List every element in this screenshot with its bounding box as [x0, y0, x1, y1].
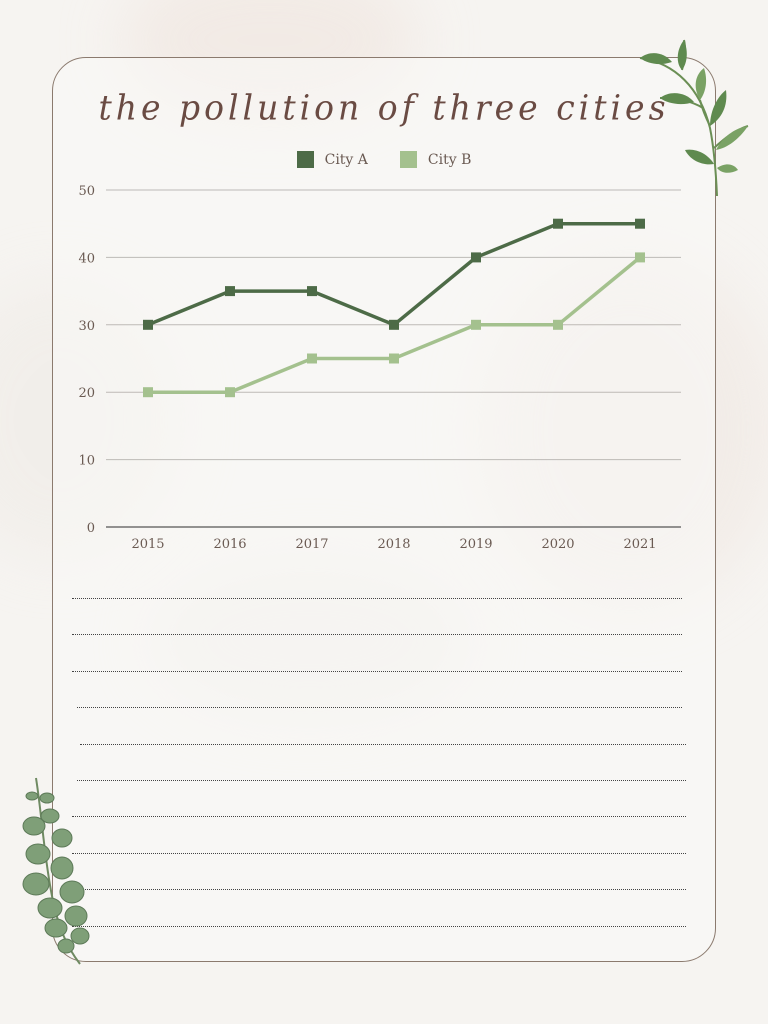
- x-tick-label: 2021: [623, 537, 656, 552]
- y-tick-label: 0: [87, 521, 95, 536]
- writing-line: [77, 707, 682, 709]
- legend-label-city-b: City B: [427, 151, 472, 168]
- line-chart: 0 10 20 30 40 50 2015 2016 2017 2018 2019 2020 2021: [78, 184, 681, 552]
- chart-title: the pollution of three cities: [98, 87, 670, 128]
- writing-line: [72, 925, 686, 927]
- data-point-city-a: [389, 319, 399, 330]
- data-point-city-a: [143, 319, 153, 330]
- y-tick-label: 30: [78, 319, 95, 334]
- data-point-city-a: [307, 286, 317, 297]
- data-point-city-b: [635, 252, 645, 263]
- data-point-city-a: [471, 252, 481, 263]
- x-tick-label: 2015: [131, 537, 164, 552]
- eucalyptus-branch-bottom-left-icon: [22, 777, 90, 965]
- x-tick-label: 2020: [541, 537, 574, 552]
- data-point-city-a: [635, 218, 645, 229]
- data-point-city-a: [553, 218, 563, 229]
- writing-line: [77, 780, 686, 781]
- data-point-city-b: [225, 387, 235, 398]
- legend-swatch-city-b: [399, 151, 417, 168]
- page-card: [52, 57, 716, 962]
- y-tick-label: 10: [78, 454, 95, 469]
- leaf-branch-top-right-icon: [639, 39, 749, 197]
- chart-legend: City A City B: [0, 151, 768, 168]
- data-point-city-b: [389, 353, 399, 364]
- writing-line: [72, 634, 682, 636]
- writing-line: [72, 889, 686, 891]
- legend-item-city-b: City B: [399, 151, 472, 168]
- legend-label-city-a: City A: [324, 151, 368, 168]
- x-tick-label: 2017: [295, 537, 328, 552]
- data-point-city-b: [143, 387, 153, 398]
- data-point-city-b: [307, 353, 317, 364]
- data-point-city-b: [471, 319, 481, 330]
- data-point-city-a: [225, 286, 235, 297]
- x-tick-label: 2016: [213, 537, 246, 552]
- writing-line: [72, 816, 686, 818]
- legend-swatch-city-a: [296, 151, 314, 168]
- data-point-city-b: [553, 319, 563, 330]
- y-tick-label: 50: [78, 184, 95, 199]
- y-tick-label: 40: [78, 251, 95, 266]
- writing-line: [80, 743, 686, 745]
- legend-item-city-a: City A: [296, 151, 368, 168]
- writing-line: [72, 598, 682, 599]
- series-line-city-a: [147, 221, 640, 327]
- x-tick-label: 2019: [459, 537, 492, 552]
- writing-line: [72, 852, 686, 854]
- x-tick-label: 2018: [377, 537, 410, 552]
- writing-line: [72, 670, 682, 672]
- y-tick-label: 20: [78, 386, 95, 401]
